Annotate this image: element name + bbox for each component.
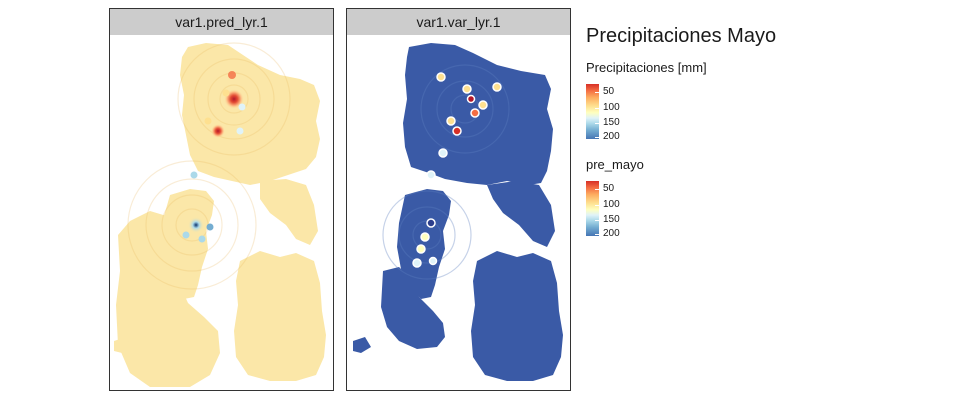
legend-colorbar <box>586 181 599 236</box>
station-dot <box>470 108 480 118</box>
station-dot <box>452 126 462 136</box>
legend-tick-label: 200 <box>599 132 620 142</box>
panel-strip-title: var1.var_lyr.1 <box>346 8 571 36</box>
landmass-southeast <box>234 251 326 381</box>
station-dot <box>478 100 488 110</box>
legend-ticks: 50 100 150 200 <box>599 177 659 240</box>
legend-scale-title: pre_mayo <box>586 157 644 172</box>
legend-colorbar <box>586 84 599 139</box>
legend-tick-label: 50 <box>599 184 614 194</box>
map-panel-prediction: var1.pred_lyr.1 <box>109 8 334 391</box>
legend-scale-pre-mayo: pre_mayo 50 100 150 200 <box>586 157 966 240</box>
panel-strip-title: var1.pred_lyr.1 <box>109 8 334 36</box>
legend-tick-label: 50 <box>599 87 614 97</box>
station-dot <box>204 117 212 125</box>
station-dot <box>412 258 422 268</box>
station-dot <box>492 82 502 92</box>
wave-texture <box>127 42 291 290</box>
station-dot <box>182 231 190 239</box>
legend-tick-label: 100 <box>599 103 620 113</box>
station-dot <box>206 223 214 231</box>
station-dots <box>412 72 502 268</box>
station-dot <box>466 94 476 104</box>
station-dot <box>416 244 426 254</box>
station-dot <box>420 232 430 242</box>
landmass-connector <box>487 181 555 247</box>
map-frame-variance <box>346 35 571 391</box>
legend-tick-label: 150 <box>599 215 620 225</box>
landmass-peninsula <box>353 337 371 353</box>
map-panel-variance: var1.var_lyr.1 <box>346 8 571 391</box>
station-dot <box>190 171 198 179</box>
variance-map-svg <box>353 43 563 381</box>
landmass-southeast <box>471 251 563 381</box>
station-dot <box>438 148 448 158</box>
station-dot <box>238 103 246 111</box>
prediction-map-svg <box>114 42 326 387</box>
station-dot <box>198 235 206 243</box>
landmass-connector <box>260 179 318 245</box>
station-dot <box>236 127 244 135</box>
legend-tick-label: 100 <box>599 200 620 210</box>
legend-tick-label: 150 <box>599 118 620 128</box>
map-legend: Precipitaciones Mayo Precipitaciones [mm… <box>586 22 966 254</box>
station-dot <box>436 72 446 82</box>
station-dot <box>446 116 456 126</box>
station-dot <box>222 89 230 97</box>
station-dot <box>426 170 436 180</box>
legend-scale-title: Precipitaciones [mm] <box>586 60 707 75</box>
landmass-peninsula <box>114 337 132 353</box>
station-dot <box>426 218 436 228</box>
station-dot <box>428 256 438 266</box>
legend-title: Precipitaciones Mayo <box>586 25 777 47</box>
landmass-island <box>397 189 451 299</box>
hotspot-medium <box>228 71 236 79</box>
legend-scale-precip: Precipitaciones [mm] 50 100 150 200 <box>586 60 966 143</box>
landmass-south <box>116 211 220 387</box>
legend-ticks: 50 100 150 200 <box>599 80 659 143</box>
map-frame-prediction <box>109 35 334 391</box>
landmass-north <box>180 43 320 185</box>
hotspot-low <box>188 217 204 233</box>
ripple-texture <box>382 64 510 280</box>
station-dot <box>462 84 472 94</box>
legend-tick-label: 200 <box>599 229 620 239</box>
hotspot-high <box>211 124 225 138</box>
landmass-south <box>381 267 445 349</box>
